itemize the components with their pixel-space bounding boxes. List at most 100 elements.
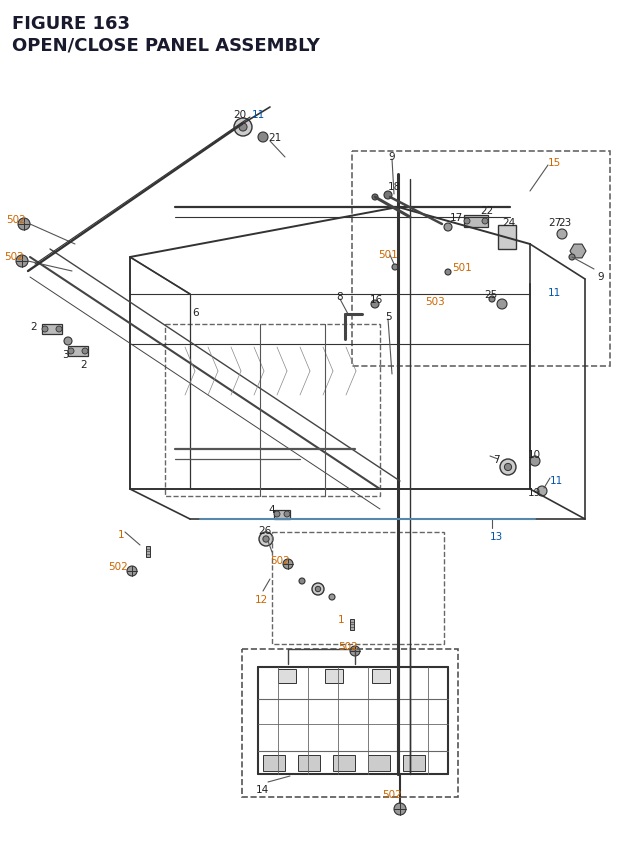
Bar: [263, 755, 285, 771]
Circle shape: [372, 195, 378, 201]
Text: 10: 10: [528, 449, 541, 460]
Circle shape: [500, 460, 516, 475]
Polygon shape: [570, 245, 586, 258]
Text: 2: 2: [30, 322, 36, 331]
Text: 25: 25: [484, 289, 497, 300]
Circle shape: [445, 269, 451, 276]
Text: 3: 3: [62, 350, 68, 360]
Circle shape: [392, 264, 398, 270]
Text: 1: 1: [118, 530, 125, 539]
Circle shape: [482, 219, 488, 225]
Text: 14: 14: [256, 784, 269, 794]
Text: 7: 7: [493, 455, 500, 464]
Circle shape: [394, 803, 406, 815]
Text: 11: 11: [550, 475, 563, 486]
Circle shape: [537, 486, 547, 497]
Text: 1: 1: [338, 614, 344, 624]
Text: 8: 8: [336, 292, 342, 301]
Text: 21: 21: [268, 133, 281, 143]
Bar: [333, 755, 355, 771]
Circle shape: [239, 124, 247, 132]
Bar: [352, 152, 610, 367]
Circle shape: [384, 192, 392, 200]
Bar: [325, 669, 343, 684]
Text: 6: 6: [192, 307, 198, 318]
Text: 19: 19: [528, 487, 541, 498]
Circle shape: [329, 594, 335, 600]
Circle shape: [42, 326, 48, 332]
Text: 2: 2: [80, 360, 86, 369]
Circle shape: [64, 338, 72, 345]
Bar: [278, 669, 296, 684]
Text: 27: 27: [548, 218, 561, 228]
Bar: [350, 619, 354, 629]
Circle shape: [464, 219, 470, 225]
Bar: [242, 649, 458, 797]
Text: 22: 22: [480, 206, 493, 216]
Bar: [372, 669, 390, 684]
Circle shape: [284, 511, 290, 517]
Circle shape: [68, 349, 74, 355]
Circle shape: [56, 326, 62, 332]
Text: 11: 11: [252, 110, 265, 120]
Bar: [147, 546, 150, 557]
Text: 501: 501: [452, 263, 472, 273]
Text: 503: 503: [425, 297, 445, 307]
Text: 502: 502: [4, 251, 24, 262]
Bar: [42, 325, 62, 335]
Text: 502: 502: [382, 789, 402, 799]
Text: 502: 502: [108, 561, 128, 572]
Bar: [274, 510, 290, 519]
Circle shape: [504, 464, 511, 471]
Circle shape: [283, 560, 293, 569]
Circle shape: [444, 224, 452, 232]
Circle shape: [557, 230, 567, 239]
Circle shape: [371, 300, 379, 308]
Circle shape: [259, 532, 273, 547]
Circle shape: [569, 255, 575, 261]
Text: 24: 24: [502, 218, 515, 228]
Text: 501: 501: [378, 250, 397, 260]
Circle shape: [530, 456, 540, 467]
Text: 9: 9: [388, 152, 395, 162]
Bar: [68, 347, 88, 356]
Circle shape: [497, 300, 507, 310]
Text: OPEN/CLOSE PANEL ASSEMBLY: OPEN/CLOSE PANEL ASSEMBLY: [12, 36, 320, 54]
Text: 502: 502: [6, 214, 26, 225]
Circle shape: [274, 511, 280, 517]
Circle shape: [82, 349, 88, 355]
Text: 502: 502: [338, 641, 358, 651]
Text: 16: 16: [370, 294, 383, 305]
Text: 502: 502: [270, 555, 290, 566]
Bar: [368, 755, 390, 771]
Bar: [498, 226, 516, 250]
Circle shape: [234, 119, 252, 137]
Circle shape: [263, 536, 269, 542]
Bar: [165, 325, 380, 497]
Circle shape: [489, 297, 495, 303]
Text: 11: 11: [548, 288, 561, 298]
Text: 12: 12: [255, 594, 268, 604]
Text: 17: 17: [450, 213, 463, 223]
Text: 20: 20: [233, 110, 246, 120]
Text: 4: 4: [268, 505, 275, 514]
Bar: [403, 755, 425, 771]
Bar: [298, 755, 320, 771]
Circle shape: [18, 219, 30, 231]
Text: 5: 5: [385, 312, 392, 322]
Circle shape: [316, 586, 321, 592]
Circle shape: [312, 583, 324, 595]
Text: 13: 13: [490, 531, 503, 542]
Circle shape: [258, 133, 268, 143]
Text: 15: 15: [548, 158, 561, 168]
Circle shape: [127, 567, 137, 576]
Circle shape: [350, 647, 360, 656]
Text: 9: 9: [597, 272, 604, 282]
Text: 26: 26: [258, 525, 271, 536]
Text: 23: 23: [558, 218, 572, 228]
Text: 18: 18: [388, 182, 401, 192]
Circle shape: [16, 256, 28, 268]
Text: FIGURE 163: FIGURE 163: [12, 15, 130, 33]
Bar: [272, 532, 444, 644]
Bar: [464, 216, 488, 228]
